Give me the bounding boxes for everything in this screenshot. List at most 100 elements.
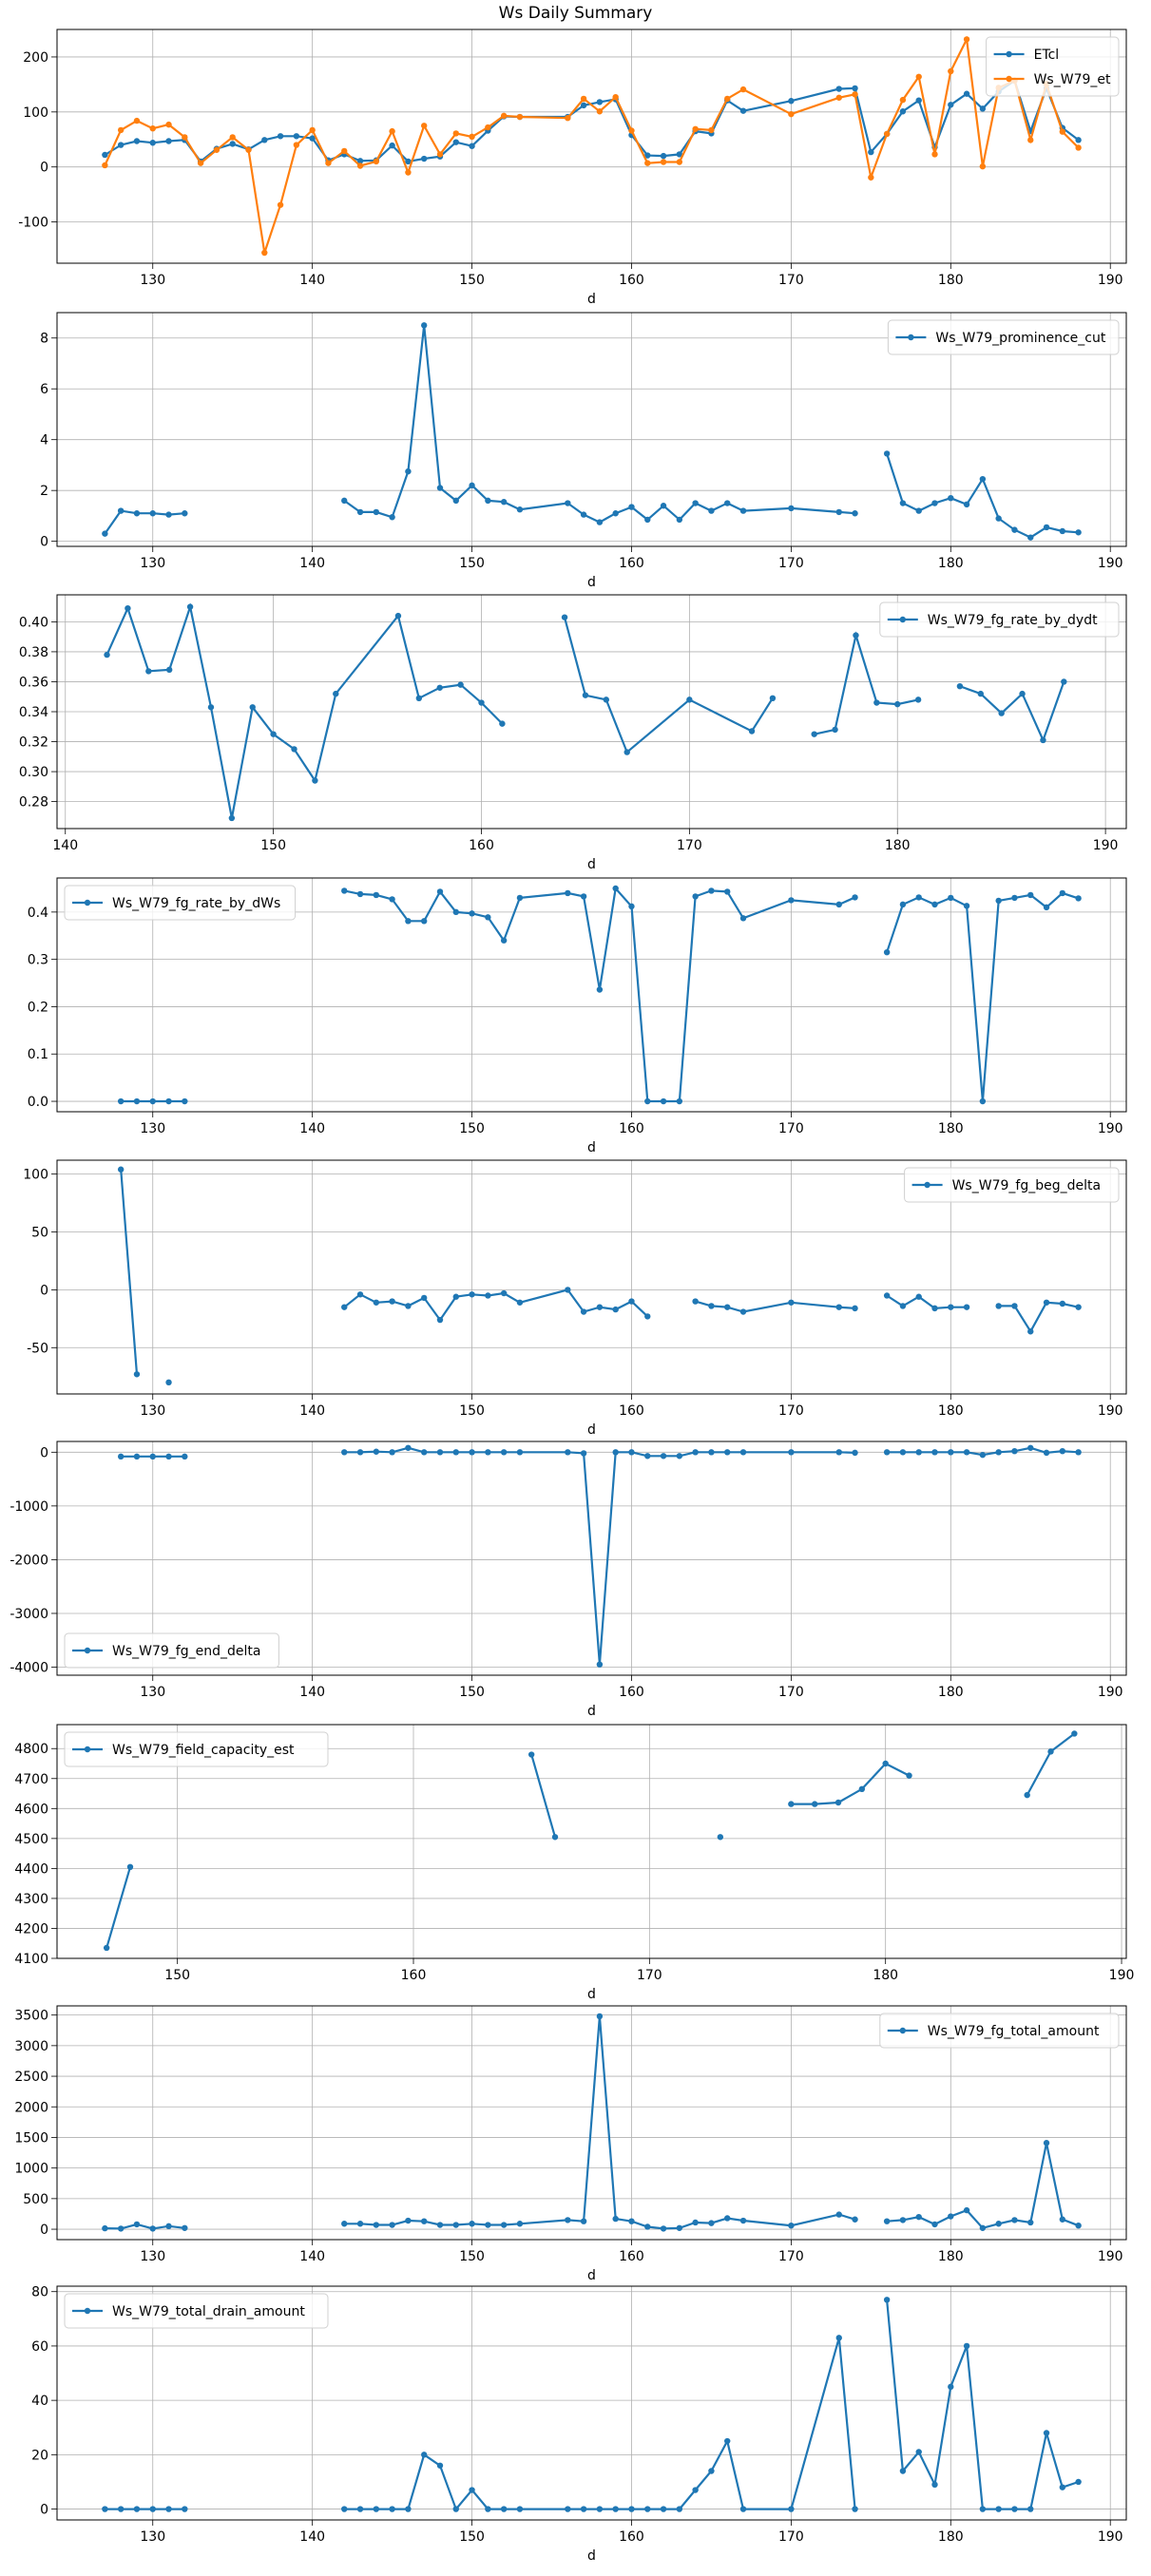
x-tick-label: 190	[1098, 2529, 1123, 2545]
data-point	[469, 2487, 475, 2493]
data-point	[485, 914, 491, 921]
data-point	[883, 450, 891, 457]
data-point	[469, 1449, 475, 1456]
data-point	[580, 95, 587, 103]
data-point	[835, 1449, 842, 1456]
data-point	[165, 138, 172, 144]
data-point	[979, 162, 987, 170]
data-point	[644, 160, 651, 166]
data-point	[612, 885, 619, 892]
data-point	[117, 2506, 125, 2512]
y-tick-label: 0.38	[19, 645, 48, 660]
data-point	[341, 147, 348, 155]
data-point	[452, 139, 459, 145]
y-tick-label: 2500	[14, 2070, 48, 2085]
data-point	[580, 511, 587, 518]
data-point	[356, 2221, 364, 2227]
data-point	[995, 1303, 1002, 1309]
data-point	[948, 494, 954, 502]
y-tick-label: 40	[31, 2394, 48, 2409]
data-point	[1043, 1449, 1050, 1457]
y-tick-label: -4000	[10, 1661, 48, 1676]
data-point	[739, 507, 747, 514]
data-point	[133, 1453, 141, 1460]
x-tick-label: 180	[938, 273, 964, 288]
y-tick-label: 0.4	[28, 906, 48, 921]
data-point	[261, 249, 268, 257]
data-point	[596, 108, 604, 115]
data-point	[644, 516, 651, 524]
data-point	[182, 2506, 188, 2512]
x-tick-label: 170	[778, 273, 804, 288]
data-point	[894, 700, 901, 708]
y-tick-label: 4600	[14, 1802, 48, 1817]
data-point	[469, 910, 475, 917]
data-point	[739, 86, 747, 93]
data-point	[1059, 128, 1066, 135]
subplot-3: 140 150 160 170 180 190 0.28 0.30 0.32 0.34 0.36 0.…	[19, 594, 1127, 872]
data-point	[628, 903, 635, 910]
data-point	[452, 908, 459, 916]
data-point	[293, 133, 300, 140]
y-tick-label: 3500	[14, 2009, 48, 2024]
data-point	[469, 482, 475, 489]
y-tick-label: 60	[31, 2339, 48, 2355]
x-tick-label: 140	[299, 2529, 325, 2545]
data-point	[948, 894, 954, 902]
data-point	[724, 888, 731, 895]
data-point	[103, 1944, 110, 1952]
data-point	[436, 151, 444, 158]
x-tick-label: 150	[459, 2529, 485, 2545]
data-point	[596, 2506, 604, 2512]
data-point	[133, 117, 141, 124]
data-point	[995, 1449, 1002, 1456]
data-point	[405, 2217, 412, 2224]
data-point	[1075, 1449, 1082, 1456]
data-point	[899, 1303, 907, 1309]
data-point	[899, 500, 907, 506]
data-point	[739, 915, 747, 922]
data-point	[931, 901, 938, 908]
data-point	[149, 2506, 156, 2512]
data-point	[811, 731, 817, 737]
data-point	[692, 1298, 699, 1305]
data-point	[516, 894, 524, 902]
data-point	[389, 127, 395, 135]
data-point	[1059, 889, 1066, 897]
y-tick-label: 4	[40, 433, 48, 448]
data-point	[1027, 891, 1034, 899]
data-point	[389, 1298, 395, 1305]
data-point	[500, 499, 508, 506]
data-point	[1075, 895, 1082, 902]
data-point	[580, 1450, 587, 1457]
data-point	[356, 2506, 364, 2512]
x-axis-label: d	[587, 292, 596, 307]
data-point	[309, 126, 316, 134]
data-point	[858, 1785, 866, 1793]
data-point	[623, 749, 630, 755]
y-tick-label: -2000	[10, 1553, 48, 1568]
data-point	[373, 508, 380, 516]
legend: Ws_W79_prominence_cut	[887, 319, 1120, 355]
data-point	[660, 1097, 667, 1105]
legend: Ws_W79_fg_end_delta	[64, 1632, 279, 1669]
data-point	[612, 2506, 619, 2512]
data-point	[182, 2224, 188, 2231]
legend-box	[64, 885, 297, 921]
legend-box	[879, 2013, 1120, 2049]
data-point	[405, 2506, 412, 2512]
y-tick-label: -100	[18, 216, 48, 231]
data-point	[596, 99, 604, 105]
y-tick-label: -50	[27, 1341, 48, 1356]
data-point	[389, 1449, 395, 1456]
y-tick-label: 200	[23, 50, 48, 66]
data-point	[126, 1863, 134, 1871]
data-point	[389, 514, 395, 521]
x-tick-label: 190	[1109, 1968, 1135, 1983]
data-point	[979, 475, 987, 483]
legend-box	[986, 36, 1120, 97]
data-point	[788, 1299, 795, 1306]
data-point	[748, 728, 756, 735]
data-point	[835, 508, 842, 516]
data-point	[516, 506, 524, 513]
